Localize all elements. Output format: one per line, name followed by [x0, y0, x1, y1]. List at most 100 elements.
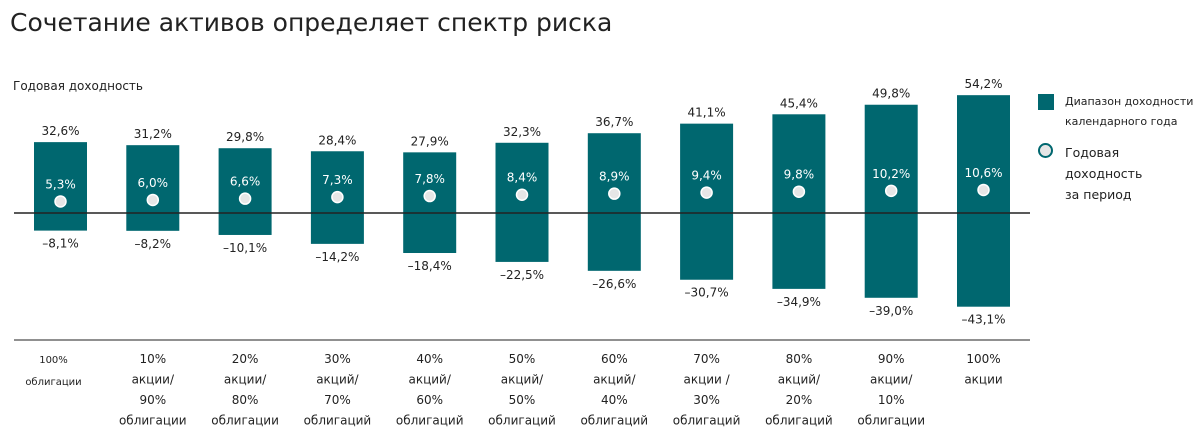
range-swatch-icon — [1038, 94, 1054, 110]
avg-point-0 — [54, 195, 67, 208]
range-bar-8 — [772, 114, 826, 289]
avg-point-4 — [423, 189, 436, 203]
range-bar-7 — [680, 123, 734, 280]
category-label-3-line-2: 70% — [324, 393, 351, 407]
high-label-0: 32,6% — [41, 124, 79, 138]
range-bar-6 — [587, 133, 641, 271]
range-bar-5 — [495, 142, 549, 262]
category-label-8-line-0: 80% — [786, 352, 813, 366]
chart-title: Сочетание активов определяет спектр риск… — [10, 8, 613, 37]
category-label-8-line-3: облигаций — [765, 414, 833, 428]
category-label-9-line-2: 10% — [878, 393, 905, 407]
category-label-4-line-2: 60% — [416, 393, 443, 407]
high-label-3: 28,4% — [318, 133, 356, 147]
avg-point-10 — [977, 183, 990, 197]
legend-label-point-line1: Годовая доходность — [1065, 145, 1143, 181]
category-label-0-line-1: облигации — [25, 377, 81, 388]
high-label-5: 32,3% — [503, 125, 541, 139]
category-label-1-line-2: 90% — [139, 393, 166, 407]
category-label-10-line-0: 100% — [966, 352, 1000, 366]
low-label-5: –22,5% — [500, 268, 544, 282]
category-label-7-line-1: акции / — [683, 373, 730, 387]
category-label-9-line-1: акции/ — [870, 373, 913, 387]
category-label-1-line-1: акции/ — [132, 373, 175, 387]
category-label-6-line-1: акций/ — [593, 373, 636, 387]
avg-point-3 — [331, 190, 344, 204]
y-axis-label: Годовая доходность — [13, 79, 143, 93]
avg-point-6 — [608, 187, 621, 200]
low-label-6: –26,6% — [592, 277, 636, 291]
avg-label-5: 8,4% — [507, 171, 538, 185]
low-label-4: –18,4% — [408, 259, 452, 273]
low-label-9: –39,0% — [869, 304, 913, 318]
avg-point-8 — [792, 185, 806, 198]
avg-point-9 — [884, 184, 898, 198]
category-label-2-line-3: облигации — [211, 414, 279, 428]
range-chart: 32,6% –8,1% 5,3% 100% облигации 31,2% –8,2% 6,0… — [14, 77, 1030, 428]
avg-point-5 — [515, 188, 529, 201]
category-label-8-line-1: акций/ — [778, 373, 821, 387]
category-label-6-line-2: 40% — [601, 393, 628, 407]
high-label-1: 31,2% — [134, 127, 172, 141]
range-bar-9 — [864, 104, 918, 298]
category-label-7-line-0: 70% — [693, 352, 720, 366]
category-label-7-line-2: 30% — [693, 393, 720, 407]
category-label-2-line-2: 80% — [232, 393, 259, 407]
avg-point-2 — [238, 192, 252, 205]
low-label-2: –10,1% — [223, 241, 267, 255]
range-bar-4 — [403, 152, 457, 254]
legend-item-range: Диапазон доходности календарного года — [1038, 92, 1198, 132]
category-label-4-line-1: акций/ — [408, 373, 451, 387]
high-label-7: 41,1% — [688, 106, 726, 120]
legend-label-range-line2: календарного года — [1065, 115, 1178, 128]
avg-point-1 — [146, 193, 160, 207]
high-label-4: 27,9% — [411, 134, 449, 148]
low-label-0: –8,1% — [42, 237, 79, 251]
category-label-0-line-0: 100% — [39, 355, 68, 366]
category-label-2-line-0: 20% — [232, 352, 259, 366]
category-label-6-line-3: облигаций — [580, 414, 648, 428]
category-label-3-line-1: акций/ — [316, 373, 359, 387]
high-label-2: 29,8% — [226, 130, 264, 144]
category-label-4-line-0: 40% — [416, 352, 443, 366]
low-label-7: –30,7% — [685, 286, 729, 300]
range-bar-0 — [34, 142, 87, 231]
category-label-3-line-0: 30% — [324, 352, 351, 366]
low-label-1: –8,2% — [135, 237, 172, 251]
category-label-5-line-0: 50% — [509, 352, 536, 366]
avg-label-7: 9,4% — [691, 169, 722, 183]
high-label-8: 45,4% — [780, 96, 818, 110]
avg-label-8: 9,8% — [784, 168, 815, 182]
avg-label-9: 10,2% — [872, 167, 910, 181]
range-bar-1 — [126, 145, 180, 231]
category-label-1-line-3: облигации — [119, 414, 187, 428]
category-label-5-line-1: акций/ — [501, 373, 544, 387]
avg-label-10: 10,6% — [964, 166, 1002, 180]
category-label-5-line-3: облигаций — [488, 414, 556, 428]
category-label-9-line-3: облигации — [857, 414, 925, 428]
category-label-4-line-3: облигаций — [396, 414, 464, 428]
category-label-10-line-1: акции — [964, 373, 1002, 387]
category-label-9-line-0: 90% — [878, 352, 905, 366]
legend: Диапазон доходности календарного года Го… — [1038, 92, 1198, 215]
category-label-2-line-1: акции/ — [224, 373, 267, 387]
legend-label-range-line1: Диапазон доходности — [1065, 95, 1194, 108]
category-label-6-line-0: 60% — [601, 352, 628, 366]
range-bar-10 — [957, 95, 1010, 307]
high-label-9: 49,8% — [872, 87, 910, 101]
category-label-3-line-3: облигаций — [304, 414, 372, 428]
high-label-6: 36,7% — [595, 115, 633, 129]
low-label-8: –34,9% — [777, 295, 821, 309]
category-label-7-line-3: облигаций — [673, 414, 741, 428]
avg-label-0: 5,3% — [45, 177, 76, 191]
avg-label-3: 7,3% — [322, 173, 353, 187]
avg-point-7 — [700, 186, 713, 199]
category-label-8-line-2: 20% — [786, 393, 813, 407]
legend-item-point: Годовая доходность за период — [1038, 142, 1198, 205]
range-bar-2 — [218, 148, 272, 235]
avg-label-4: 7,8% — [414, 172, 445, 186]
legend-label-point-line2: за период — [1065, 187, 1132, 202]
low-label-3: –14,2% — [315, 250, 359, 264]
category-label-1-line-0: 10% — [139, 352, 166, 366]
low-label-10: –43,1% — [961, 313, 1005, 327]
